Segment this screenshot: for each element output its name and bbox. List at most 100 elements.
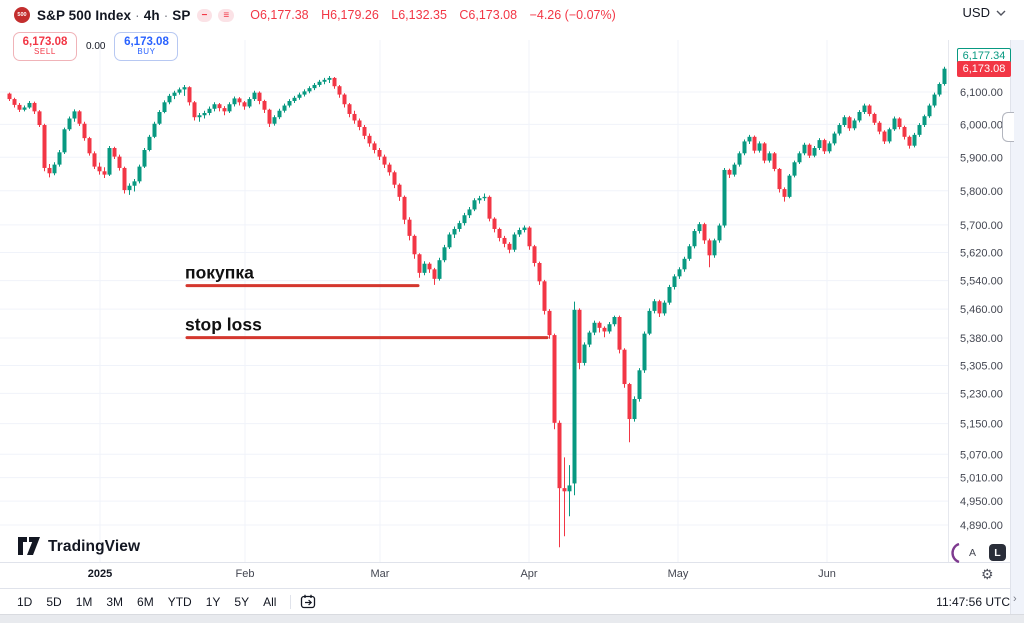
price-tick-label: 5,800.00 [960,186,1003,198]
candle-body [507,243,512,250]
sell-label: SELL [34,46,56,56]
candle-body [602,327,607,332]
candle-body [732,164,737,175]
tradingview-logo[interactable]: TradingView [18,537,140,556]
go-to-date-button[interactable] [300,594,316,609]
candle-body [722,169,727,226]
candle-body [272,117,277,124]
candle-body [582,344,587,363]
candle-body [27,102,32,108]
candle-body [67,118,72,130]
range-button-5y[interactable]: 5Y [234,594,250,609]
range-button-3m[interactable]: 3M [106,594,124,609]
candle-body [902,126,907,137]
annotation-text[interactable]: покупка [185,263,254,283]
candle-body [22,107,27,110]
minimized-indicator-badge[interactable]: − [196,8,213,22]
candle-body [882,131,887,142]
range-button-5d[interactable]: 5D [46,594,62,609]
range-buttons: 1D 5D 1M 3M 6M YTD 1Y 5Y All [10,592,283,612]
range-button-ytd[interactable]: YTD [167,594,192,609]
right-chevron-icon[interactable]: › [1013,593,1017,605]
candle-body [492,218,497,229]
chart-canvas[interactable]: 6,100.00 6,000.00 5,900.00 5,800.00 5,700.00… [0,40,1024,562]
candle-body [542,281,547,311]
indicator-list-badge[interactable]: ≡ [218,8,235,22]
price-tick-label: 4,890.00 [960,520,1003,532]
range-button-1m[interactable]: 1M [75,594,93,609]
candle-body [197,115,202,118]
candle-body [642,333,647,371]
auto-scale-button[interactable]: A [964,544,981,561]
candle-body [242,102,247,107]
log-scale-button[interactable]: L [989,544,1006,561]
range-button-all[interactable]: All [263,594,277,609]
candle-body [347,104,352,114]
candle-body [377,150,382,157]
candle-body [647,310,652,334]
candle-body [742,141,747,154]
open-value: 6,177.38 [259,8,309,22]
sell-button[interactable]: 6,173.08 SELL [13,31,77,61]
time-axis-divider [0,562,1010,563]
candle-body [842,117,847,126]
candle-body [827,143,832,152]
candle-body [92,153,97,167]
candle-body [222,108,227,112]
price-tick-label: 5,010.00 [960,473,1003,485]
candle-body [747,136,752,142]
candle-body [837,125,842,134]
panel-handle[interactable] [1002,112,1014,142]
symbol-title[interactable]: S&P 500 Index · 4h · SP [37,8,191,23]
time-axis-label: Apr [520,568,538,580]
candle-body [817,140,822,149]
range-button-1d[interactable]: 1D [17,594,33,609]
candle-body [812,148,817,156]
time-axis[interactable]: ⚙ 2025 Feb Mar Apr May Jun [0,563,1010,588]
candle-body [477,198,482,201]
candle-body [562,488,567,492]
price-tick-label: 5,620.00 [960,248,1003,260]
price-tick-label: 5,540.00 [960,276,1003,288]
close-value: 6,173.08 [468,8,518,22]
time-axis-label: 2025 [87,568,113,580]
candle-body [232,98,237,105]
candle-body [402,196,407,220]
candle-body [652,301,657,311]
candle-body [907,136,912,146]
candle-body [832,133,837,144]
candle-body [457,223,462,229]
currency-selector[interactable]: USD [963,5,1006,20]
candle-body [522,227,527,231]
candle-body [142,150,147,167]
candle-body [567,485,572,492]
candle-body [607,324,612,332]
candle-body [7,93,12,100]
price-tick-label: 5,150.00 [960,419,1003,431]
last-price-tag: 6,173.08 [957,61,1011,77]
timezone-clock[interactable]: 11:47:56 UTC [936,594,1010,609]
candle-body [292,97,297,102]
buy-button[interactable]: 6,173.08 BUY [114,31,179,61]
candle-body [117,156,122,168]
candle-body [782,189,787,197]
candle-body [807,144,812,156]
sell-price: 6,173.08 [22,35,68,48]
candle-body [372,143,377,151]
candle-body [852,120,857,129]
candle-body [482,196,487,199]
candle-body [777,168,782,190]
candle-body [62,129,67,153]
candle-body [617,317,622,350]
symbol-interval: 4h [143,7,160,23]
range-button-6m[interactable]: 6M [137,594,154,609]
candle-body [382,156,387,165]
range-button-1y[interactable]: 1Y [205,594,221,609]
candle-body [527,227,532,247]
price-tick-label: 5,305.00 [960,361,1003,373]
annotation-text[interactable]: stop loss [185,315,262,335]
candle-body [792,162,797,176]
candle-body [122,167,127,191]
price-tick-label: 5,460.00 [960,304,1003,316]
gear-icon[interactable]: ⚙ [981,566,994,582]
